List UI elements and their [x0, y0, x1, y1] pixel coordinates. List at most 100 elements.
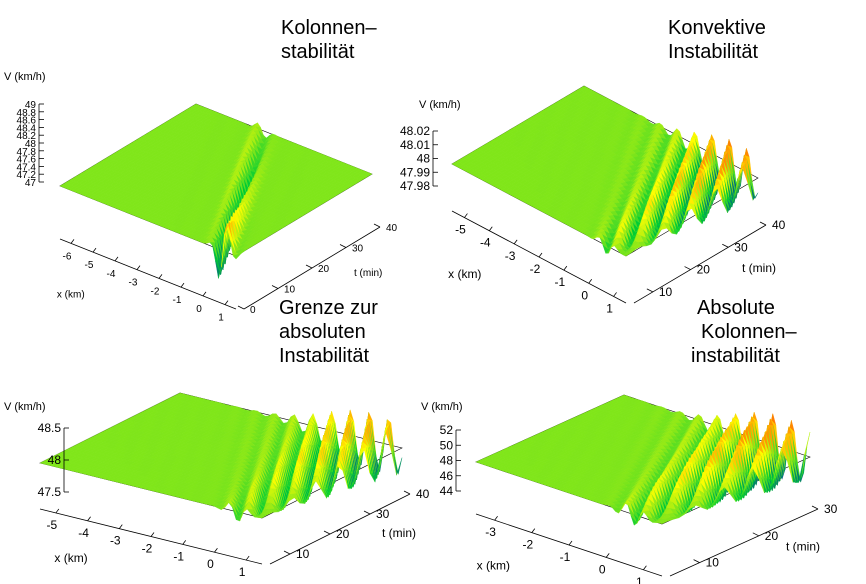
x-axis-label: x (km) — [57, 290, 85, 301]
t-tick-label: 40 — [772, 218, 786, 232]
x-tick-label: -1 — [173, 295, 182, 306]
x-tick — [513, 239, 518, 245]
z-tick-label: 48.5 — [38, 421, 62, 435]
x-tick-label: -1 — [173, 549, 184, 563]
panel-title-line: absoluten — [279, 321, 366, 343]
t-axis-label: t (min) — [354, 268, 382, 279]
surface-patch — [389, 424, 399, 475]
x-tick-label: -3 — [110, 534, 121, 548]
x-axis-line — [59, 238, 237, 310]
x-tick — [136, 265, 141, 270]
x-tick-label: 0 — [581, 288, 588, 302]
z-tick-label: 47.5 — [38, 485, 62, 499]
t-tick — [305, 264, 313, 269]
t-tick-label: 30 — [352, 244, 364, 255]
panel-title: Absolute Kolonnen– instabilität — [691, 296, 797, 368]
x-tick-label: 1 — [218, 313, 224, 324]
x-tick — [214, 547, 218, 553]
x-tick — [563, 265, 568, 271]
t-tick-label: 40 — [386, 223, 398, 234]
panel-title-line: Kolonnen– — [701, 321, 797, 343]
x-tick-label: 1 — [606, 301, 613, 315]
t-tick — [339, 244, 347, 248]
surface-plot-2: V (km/h)48.0248.014847.9947.98-5-4-3-2-1… — [400, 85, 786, 315]
z-tick-label: 48.01 — [400, 138, 430, 152]
t-tick — [403, 490, 411, 495]
t-tick — [684, 266, 691, 270]
x-tick-label: -1 — [555, 275, 566, 289]
z-tick-label: 48 — [48, 453, 62, 467]
x-tick — [245, 555, 250, 561]
x-tick-label: -6 — [63, 251, 72, 262]
z-tick-label: 47.99 — [400, 165, 430, 179]
x-axis-label: x (km) — [448, 267, 481, 281]
x-tick-label: 0 — [196, 304, 202, 315]
panel-title-line: stabilität — [281, 41, 355, 63]
x-tick-label: -3 — [505, 249, 516, 263]
x-tick — [114, 256, 119, 262]
panel-title-line: Instabilität — [668, 41, 759, 63]
x-tick — [224, 300, 229, 305]
x-tick — [70, 239, 75, 244]
x-tick — [92, 247, 97, 253]
panel-title-line: Konvektive — [668, 17, 766, 39]
t-tick — [237, 305, 245, 310]
x-tick-label: -5 — [47, 518, 58, 532]
z-tick-label: 47.98 — [400, 179, 430, 193]
t-tick — [271, 285, 279, 289]
x-tick — [118, 524, 123, 529]
z-tick-label: 48 — [417, 152, 431, 166]
t-tick — [373, 223, 381, 228]
t-tick-label: 10 — [284, 285, 296, 296]
x-tick-label: 1 — [239, 565, 246, 579]
t-tick-label: 0 — [250, 305, 256, 316]
x-tick-label: -5 — [455, 223, 466, 237]
t-tick — [323, 530, 331, 535]
x-tick — [180, 282, 185, 288]
panel-title-line: instabilität — [691, 345, 780, 367]
z-axis-label: V (km/h) — [4, 71, 46, 83]
x-tick — [588, 279, 593, 284]
t-tick-label: 10 — [659, 285, 673, 299]
x-tick-label: -2 — [530, 262, 541, 276]
t-tick-label: 20 — [318, 264, 330, 275]
x-tick — [538, 252, 543, 258]
panel-title: Grenze zur absoluten Instabilität — [279, 296, 378, 368]
panel-title: Konvektive Instabilität — [668, 16, 766, 64]
x-tick — [464, 213, 468, 218]
panel-title-line: Absolute — [697, 297, 775, 319]
t-tick-label: 20 — [697, 263, 711, 277]
x-tick — [87, 516, 91, 522]
t-axis-label: t (min) — [382, 526, 416, 540]
x-tick-label: -2 — [151, 286, 160, 297]
x-tick-label: -2 — [142, 542, 153, 556]
panel-title-line: Grenze zur — [279, 297, 378, 319]
t-tick — [363, 510, 371, 515]
t-tick-label: 30 — [734, 240, 748, 254]
t-tick-label: 20 — [336, 527, 350, 541]
x-tick-label: -4 — [480, 236, 491, 250]
t-tick — [722, 243, 729, 248]
x-axis-label: x (km) — [54, 551, 87, 565]
x-tick — [158, 274, 163, 279]
t-tick-label: 10 — [296, 547, 310, 561]
t-axis-label: t (min) — [742, 261, 776, 275]
z-axis-label: V (km/h) — [419, 99, 461, 111]
x-tick-label: -5 — [85, 260, 94, 271]
t-tick — [646, 288, 654, 293]
z-tick-label: 47 — [25, 178, 37, 189]
surface-plot-1: V (km/h)4948.848.648.448.24847.847.647.4… — [4, 71, 398, 324]
x-tick — [488, 226, 493, 231]
x-tick-label: -4 — [107, 269, 116, 280]
panel-title: Kolonnen– stabilität — [281, 16, 377, 64]
t-tick — [283, 550, 291, 555]
t-tick — [759, 221, 767, 226]
x-tick-label: 0 — [207, 557, 214, 571]
x-tick — [613, 292, 617, 297]
x-tick-label: -3 — [129, 278, 138, 289]
t-tick-label: 40 — [416, 487, 430, 501]
